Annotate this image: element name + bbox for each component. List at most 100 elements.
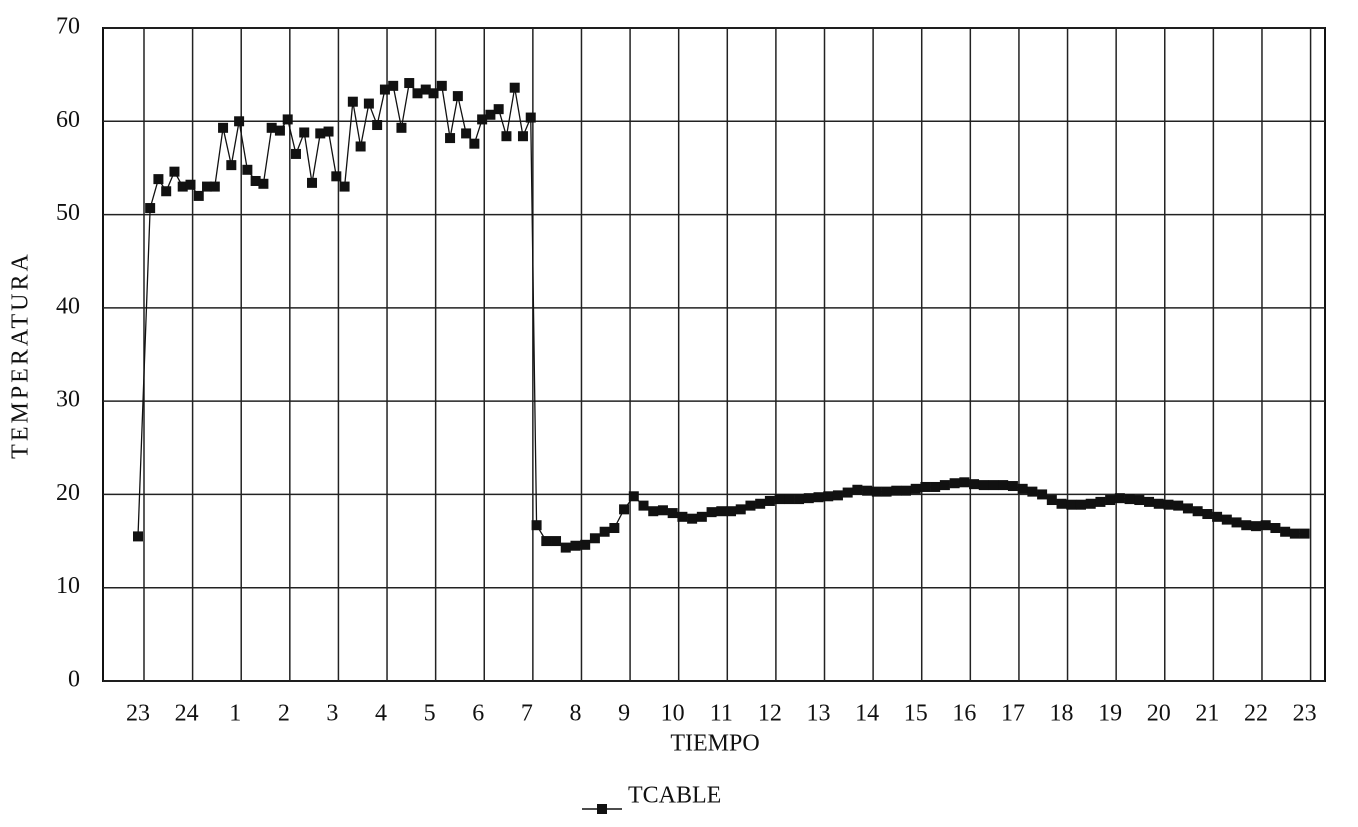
data-point [132,531,143,542]
y-tick-label: 40 [56,293,80,319]
data-point [1289,528,1300,539]
x-tick-label: 19 [1098,701,1122,727]
y-tick-label: 0 [68,667,80,693]
data-point [687,513,698,524]
legend-marker [597,804,607,814]
data-point [541,536,552,547]
data-point [347,96,358,107]
data-point [580,539,591,550]
data-point [862,485,873,496]
x-axis-label: TIEMPO [670,731,759,757]
data-point [1260,520,1271,531]
data-point [696,511,707,522]
x-tick-label: 16 [952,701,976,727]
x-tick-label: 22 [1244,701,1268,727]
x-tick-label: 20 [1147,701,1171,727]
data-point [299,127,310,138]
y-tick-label: 20 [56,480,80,506]
data-point [1056,498,1067,509]
x-tick-label: 17 [1001,701,1025,727]
data-point [901,485,912,496]
data-point [910,483,921,494]
data-point [764,495,775,506]
data-point [619,504,630,515]
data-point [1299,528,1310,539]
data-point [307,177,318,188]
data-point [1221,514,1232,525]
data-point [735,504,746,515]
data-point [832,490,843,501]
y-tick-label: 70 [56,14,80,40]
data-point [667,508,678,519]
data-point [1046,495,1057,506]
x-tick-label: 2 [278,701,290,727]
data-point [1007,481,1018,492]
data-point [412,88,423,99]
data-point [803,493,814,504]
data-point [517,131,528,142]
data-point [988,480,999,491]
data-point [396,122,407,133]
x-tick-label: 1 [229,701,241,727]
data-point [331,171,342,182]
data-point [258,178,269,189]
data-point [1095,496,1106,507]
data-point [493,104,504,115]
x-tick-label: 14 [855,701,879,727]
data-point [290,148,301,159]
data-point [1192,506,1203,517]
data-point [1163,499,1174,510]
data-point [469,138,480,149]
data-point [959,477,970,488]
data-point [266,122,277,133]
data-point [250,175,261,186]
data-point [323,126,334,137]
data-point [509,82,520,93]
x-tick-label: 18 [1050,701,1074,727]
data-point [648,506,659,517]
data-point [1075,499,1086,510]
data-point [372,120,383,131]
data-point [628,491,639,502]
data-point [355,141,366,152]
data-point [145,203,156,214]
legend-label: TCABLE [628,783,721,809]
x-tick-label: 12 [758,701,782,727]
data-point [998,480,1009,491]
data-point [202,181,213,192]
x-tick-label: 5 [424,701,436,727]
data-point [282,114,293,125]
data-point [1114,493,1125,504]
data-point [363,98,374,109]
data-point [774,494,785,505]
data-point [404,78,415,89]
plot-frame [102,27,1326,682]
data-point [226,160,237,171]
data-point [570,540,581,551]
x-tick-label: 4 [375,701,387,727]
data-point [726,506,737,517]
data-point [1241,520,1252,531]
data-point [1085,498,1096,509]
data-point [1134,495,1145,506]
data-point [274,125,285,136]
data-point [234,116,245,127]
x-tick-label: 23 [1293,701,1317,727]
data-point [461,128,472,139]
data-point [599,526,610,537]
data-point [551,536,562,547]
data-point [209,181,220,192]
data-point [1173,500,1184,511]
x-tick-label: 10 [661,701,685,727]
data-point [242,164,253,175]
data-point [379,84,390,95]
data-point [609,523,620,534]
x-tick-label: 9 [618,701,630,727]
y-tick-label: 50 [56,200,80,226]
data-point [638,500,649,511]
data-point [218,122,229,133]
data-point [1280,526,1291,537]
data-point [1124,494,1135,505]
y-axis-label: TEMPERATURA [8,251,34,459]
data-point [969,479,980,490]
